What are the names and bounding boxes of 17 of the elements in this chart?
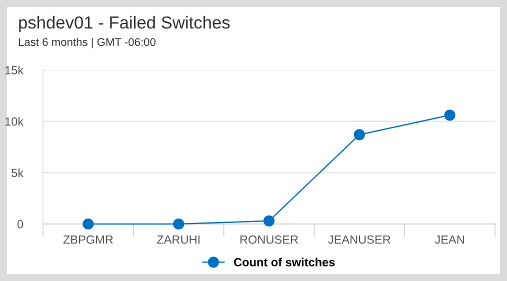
point	[444, 110, 456, 121]
legend-label: Count of switches	[234, 258, 335, 266]
x-tick-label: ZBPGMR	[63, 235, 113, 244]
y-tick-label: 10k	[5, 117, 24, 126]
x-tick-label: JEAN	[434, 236, 464, 244]
y-tick-label: 0	[17, 220, 24, 228]
x-tick-label: JEANUSER	[328, 235, 390, 244]
point	[82, 218, 94, 230]
y-tick-label: 5k	[12, 168, 24, 178]
point	[173, 218, 184, 230]
chart-title: pshdev01 - Failed Switches	[19, 16, 230, 32]
point	[263, 215, 275, 226]
point	[354, 129, 365, 140]
y-tick-label: 15k	[5, 66, 24, 74]
chart-subtitle: Last 6 months | GMT -06:00	[18, 38, 156, 48]
x-tick-label: RONUSER	[240, 235, 298, 244]
x-tick-label: ZARUHI	[157, 236, 200, 244]
